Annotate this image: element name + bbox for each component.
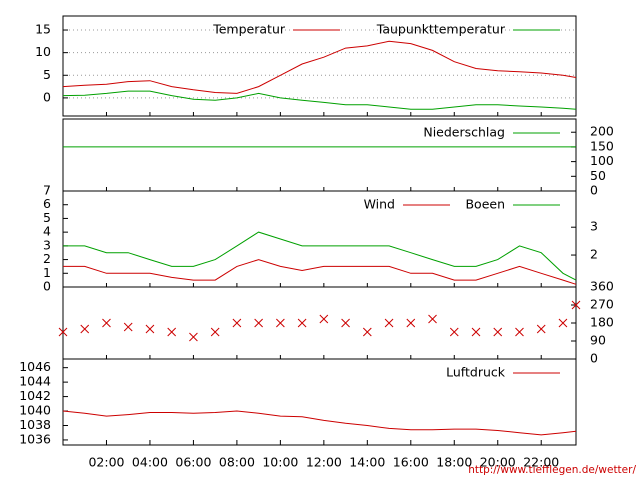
y-tick-label: 100 [590,153,614,168]
y-tick-label: 1038 [19,417,51,432]
direction-point [145,324,155,334]
y-tick-label: 90 [590,333,606,348]
y-tick-label: 4 [43,224,51,239]
direction-point [254,318,263,328]
direction-point [123,322,133,332]
y-tick-label: 5 [43,67,51,82]
direction-point [558,318,568,328]
legend-label: Luftdruck [446,365,506,380]
y-tick-label: 360 [590,279,614,294]
y-tick-label: 10 [35,44,51,59]
y-tick-label: 1 [43,265,51,280]
y-tick-label: 0 [590,183,598,198]
direction-point [276,318,285,328]
x-tick-label: 04:00 [132,455,168,470]
x-tick-label: 20:00 [480,455,516,470]
direction-point [232,318,242,328]
x-tick-label: 14:00 [349,455,385,470]
y-tick-label: 0 [43,89,51,104]
series-line [63,231,577,281]
series-line [63,259,577,285]
direction-point [58,327,68,337]
direction-point [449,327,459,337]
legend-label: Boeen [465,197,505,212]
x-tick-label: 10:00 [262,455,298,470]
direction-point [515,327,524,337]
series-line [62,90,577,110]
direction-point [167,327,177,337]
direction-point [571,300,581,310]
series-line [62,410,577,436]
y-tick-label: 1036 [19,431,51,446]
y-tick-label: 2 [590,247,598,262]
y-tick-label: 1044 [19,374,51,389]
x-tick-label: 18:00 [436,455,472,470]
direction-point [189,332,198,342]
series-line [62,40,577,94]
x-tick-label: 16:00 [393,455,429,470]
y-tick-label: 1046 [19,359,51,374]
y-tick-label: 3 [43,237,51,252]
direction-point [471,327,481,337]
y-tick-label: 50 [590,168,606,183]
direction-point [341,318,350,328]
y-tick-label: 150 [590,138,614,153]
y-tick-label: 15 [35,22,51,37]
direction-point [319,314,329,324]
y-tick-label: 6 [43,196,51,211]
y-tick-label: 2 [43,251,51,266]
direction-point [536,324,546,334]
direction-point [362,327,372,337]
y-tick-label: 1040 [19,403,51,418]
y-tick-label: 200 [590,124,614,139]
direction-point [493,327,503,337]
direction-point [384,318,394,328]
y-tick-label: 180 [590,315,614,330]
legend-label: Niederschlag [423,125,505,140]
panel-frame [62,15,577,117]
direction-point [297,318,307,328]
legend-label: Temperatur [212,22,286,37]
direction-point [406,318,416,328]
y-tick-label: 1042 [19,388,51,403]
panel-frame [62,358,577,446]
panel-frame [62,286,577,360]
legend-label: Wind [364,197,395,212]
x-tick-label: 22:00 [523,455,559,470]
x-tick-label: 06:00 [175,455,211,470]
x-tick-label: 12:00 [306,455,342,470]
legend-label: Taupunkttemperatur [376,22,506,37]
y-tick-label: 270 [590,297,614,312]
x-tick-label: 08:00 [219,455,255,470]
direction-point [428,314,437,324]
direction-point [80,324,90,334]
x-tick-label: 02:00 [88,455,124,470]
y-tick-label: 3 [590,219,598,234]
y-tick-label: 0 [43,279,51,294]
direction-point [102,318,111,328]
source-url: http://www.tiefflegen.de/wetter/ [468,464,636,476]
y-tick-label: 0 [590,351,598,366]
y-tick-label: 7 [43,183,51,198]
y-tick-label: 5 [43,210,51,225]
direction-point [210,327,220,337]
